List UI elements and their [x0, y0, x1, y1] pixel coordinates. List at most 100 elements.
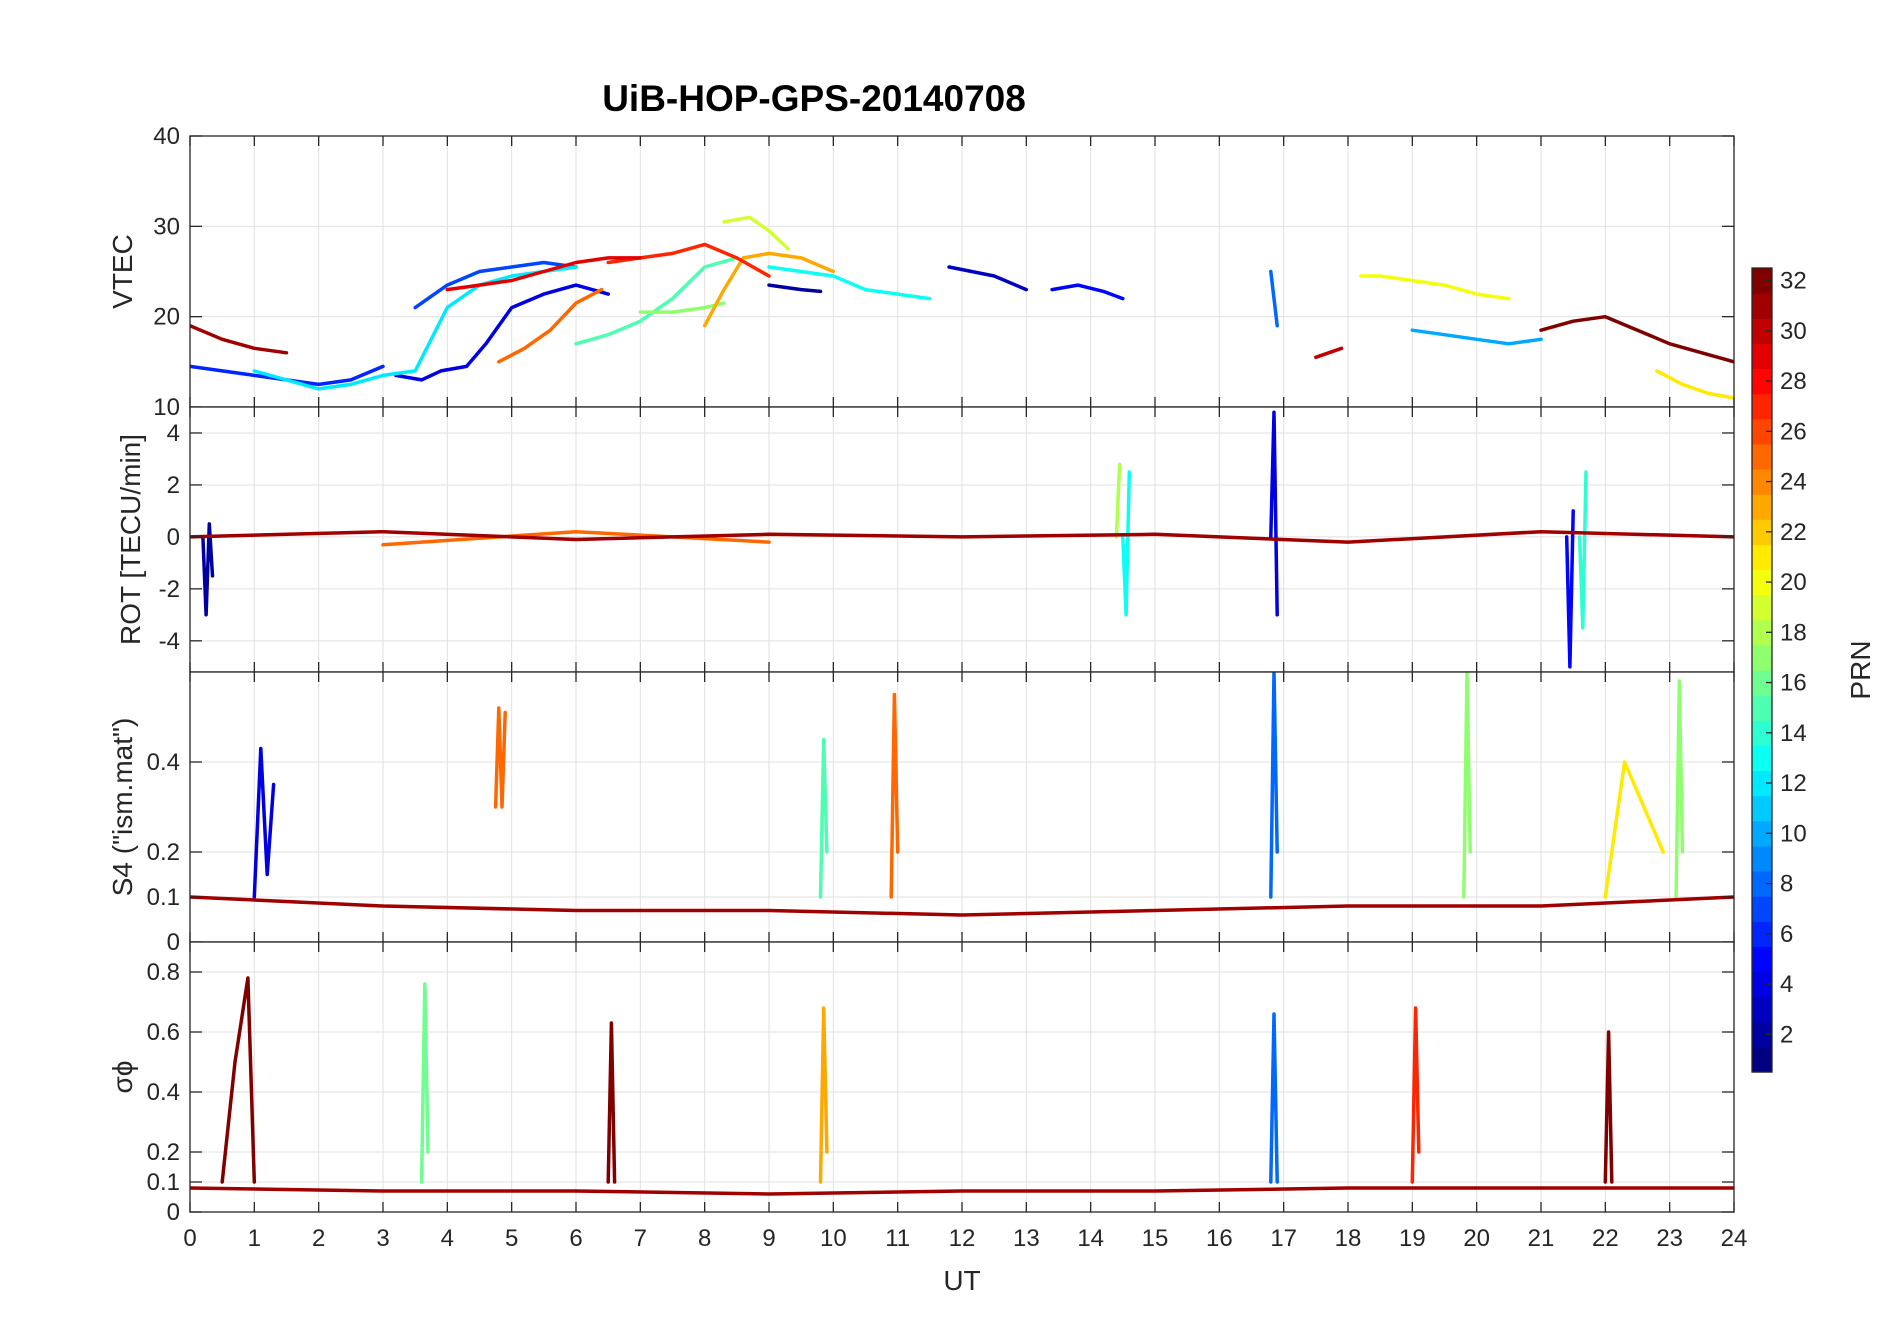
x-tick-label: 12 — [949, 1225, 976, 1252]
x-tick-label: 24 — [1721, 1225, 1748, 1252]
colorbar-cell — [1752, 469, 1772, 495]
series-prn-31 — [190, 895, 1734, 917]
series-prn-21 — [1655, 369, 1734, 400]
colorbar-tick-label: 26 — [1780, 418, 1807, 445]
colorbar-cell — [1752, 268, 1772, 294]
colorbar-cell — [1752, 544, 1772, 571]
x-tick-label: 23 — [1656, 1225, 1683, 1252]
series-prn-32 — [1603, 1030, 1614, 1184]
y-axis-label: ROT [TECU/min] — [115, 434, 146, 645]
chart-title: UiB-HOP-GPS-20140708 — [602, 78, 1026, 119]
x-tick-label: 16 — [1206, 1225, 1233, 1252]
panel-rot: -4 -2 0 2 4 ROT [TECU/min] — [115, 406, 1735, 673]
colorbar-tick-label: 24 — [1780, 469, 1807, 496]
colorbar-cell — [1752, 519, 1772, 545]
series-prn-5 — [1050, 283, 1125, 301]
series-prn-25 — [381, 529, 771, 547]
series-prn-17 — [1674, 679, 1685, 899]
colorbar-tick-label: 12 — [1780, 770, 1807, 797]
y-tick-label: 0.1 — [147, 884, 180, 911]
series-prn-4 — [1269, 410, 1279, 617]
colorbar-cell — [1752, 494, 1772, 520]
series-prn-27 — [1410, 1006, 1421, 1184]
colorbar-cell — [1752, 368, 1772, 395]
colorbar-cell — [1752, 1021, 1772, 1048]
y-tick-label: 0 — [167, 524, 180, 551]
series-prn-8 — [1269, 1012, 1279, 1184]
colorbar-cell — [1752, 820, 1772, 847]
panel-vtec: 10 20 30 40 VTEC — [107, 123, 1735, 421]
panel-sigma: 00.10.20.40.60.80 1 2 3 4 5 6 7 8 9 10 11 12 13 14 15 16… — [107, 941, 1748, 1252]
y-tick-label: 10 — [153, 394, 180, 421]
y-tick-label: -2 — [159, 576, 180, 603]
y-axis-label: S4 ("ism.mat") — [107, 718, 138, 897]
colorbar-cell — [1752, 996, 1772, 1023]
series-prn-32 — [606, 1021, 617, 1184]
series-prn-31 — [190, 1186, 1734, 1196]
colorbar-frame — [1751, 267, 1773, 1073]
y-tick-label: -4 — [159, 628, 180, 655]
series-prn-15 — [818, 737, 829, 899]
colorbar-tick-label: 14 — [1780, 720, 1807, 747]
y-axis-label: σϕ — [107, 1061, 138, 1094]
colorbar-tick-label: 6 — [1780, 921, 1793, 948]
series-prn-32 — [1539, 314, 1734, 364]
x-tick-label: 18 — [1335, 1225, 1362, 1252]
y-axis-label: VTEC — [107, 234, 138, 309]
colorbar-cell — [1752, 871, 1772, 897]
colorbar-cell — [1752, 971, 1772, 998]
panel-rot-series — [190, 410, 1734, 669]
series-prn-23 — [702, 251, 836, 328]
x-tick-label: 7 — [634, 1225, 647, 1252]
x-tick-label: 2 — [312, 1225, 325, 1252]
series-prn-23 — [818, 1006, 829, 1184]
panel-s4-series — [190, 672, 1734, 917]
y-tick-label: 0.2 — [147, 839, 180, 866]
colorbar-cell — [1752, 619, 1772, 646]
series-prn-20 — [1359, 274, 1511, 301]
series-prn-12 — [252, 265, 578, 391]
colorbar-tick-label: 4 — [1780, 971, 1793, 998]
y-tick-label: 30 — [153, 213, 180, 240]
series-prn-7 — [413, 260, 578, 310]
series-prn-30 — [1314, 346, 1344, 360]
colorbar-tick-label: 16 — [1780, 670, 1807, 697]
x-tick-label: 13 — [1013, 1225, 1040, 1252]
colorbar-cell — [1752, 695, 1772, 721]
panel-sigma-series — [190, 976, 1734, 1196]
series-prn-19 — [722, 215, 791, 251]
series-prn-15 — [574, 256, 739, 346]
series-prn-25 — [889, 692, 900, 899]
series-prn-8 — [1269, 672, 1279, 899]
colorbar-cell — [1752, 946, 1772, 973]
y-tick-label: 0 — [167, 929, 180, 956]
colorbar-cell — [1752, 745, 1772, 772]
colorbar-cell — [1752, 770, 1772, 797]
colorbar-tick-label: 30 — [1780, 318, 1807, 345]
series-prn-10 — [1410, 328, 1543, 346]
colorbar-tick-label: 28 — [1780, 368, 1807, 395]
series-prn-18 — [1114, 462, 1122, 539]
colorbar-tick-label: 32 — [1780, 268, 1807, 295]
y-tick-label: 2 — [167, 472, 180, 499]
series-prn-21 — [1603, 760, 1665, 899]
x-tick-label: 20 — [1463, 1225, 1490, 1252]
colorbar-cell — [1752, 318, 1772, 344]
colorbar-cell — [1752, 594, 1772, 621]
panel-vtec-series — [190, 215, 1734, 400]
panel-s4: 0 0.1 0.2 0.4 S4 ("ism.mat") — [107, 671, 1735, 956]
colorbar-cell — [1752, 418, 1772, 445]
y-tick-label: 4 — [167, 420, 180, 447]
series-prn-32 — [220, 976, 257, 1184]
x-tick-label: 17 — [1270, 1225, 1297, 1252]
colorbar-cell — [1752, 644, 1772, 671]
series-prn-25 — [497, 287, 604, 364]
x-tick-label: 8 — [698, 1225, 711, 1252]
colorbar-cell — [1752, 921, 1772, 947]
series-prn-31 — [190, 323, 289, 355]
series-prn-2 — [767, 283, 823, 294]
colorbar-cell — [1752, 845, 1772, 872]
colorbar-cell — [1752, 393, 1772, 420]
